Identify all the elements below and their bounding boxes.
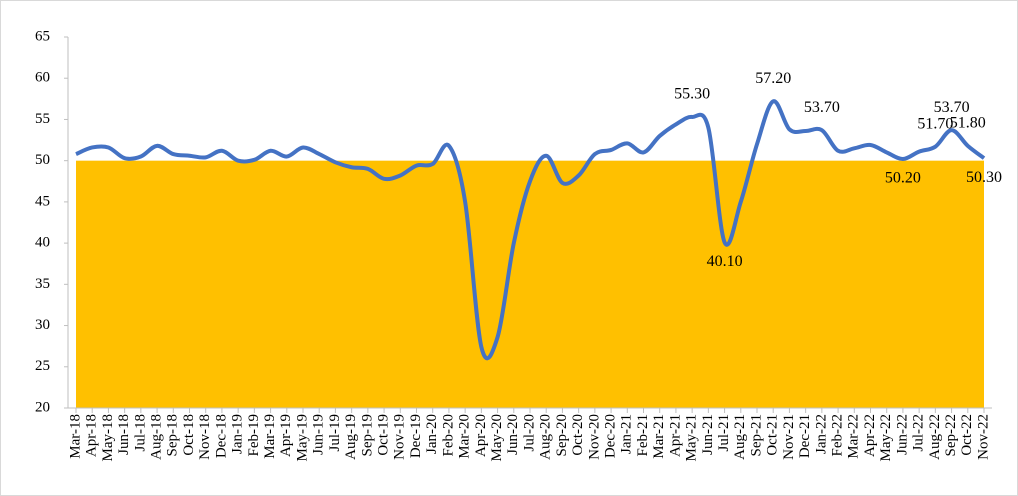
y-tick-label: 30 <box>35 317 50 333</box>
x-tick-label: Jan-22 <box>813 414 829 454</box>
x-tick-label: Jun-18 <box>116 414 132 455</box>
x-tick-label: Sep-20 <box>554 414 570 457</box>
x-tick-label: Sep-18 <box>165 414 181 457</box>
value-label: 53.70 <box>934 99 970 116</box>
x-tick-label: Dec-18 <box>213 414 229 458</box>
y-tick-label: 20 <box>35 399 50 415</box>
x-tick-label: Dec-20 <box>603 414 619 458</box>
y-tick-label: 50 <box>35 152 50 168</box>
x-tick-label: Jan-19 <box>230 414 246 454</box>
value-label: 53.70 <box>804 99 840 116</box>
x-tick-label: Mar-20 <box>457 414 473 459</box>
x-tick-label: Apr-21 <box>667 414 683 457</box>
x-tick-label: Jul-21 <box>716 414 732 452</box>
x-tick-label: May-18 <box>100 414 116 462</box>
x-tick-label: Aug-22 <box>927 414 943 460</box>
x-tick-label: Apr-19 <box>278 414 294 457</box>
x-tick-label: Mar-21 <box>651 414 667 459</box>
x-tick-label: May-22 <box>878 414 894 462</box>
x-tick-label: Sep-22 <box>943 414 959 457</box>
x-tick-label: May-20 <box>489 414 505 462</box>
x-tick-label: Nov-18 <box>197 414 213 460</box>
x-tick-label: Aug-18 <box>149 414 165 460</box>
x-tick-label: May-19 <box>294 414 310 462</box>
x-tick-label: Dec-19 <box>408 414 424 458</box>
value-label: 55.30 <box>674 86 710 103</box>
y-tick-label: 65 <box>35 28 50 44</box>
x-tick-label: Oct-20 <box>570 414 586 456</box>
x-tick-label: Jun-19 <box>311 414 327 455</box>
x-tick-label: Mar-22 <box>846 414 862 459</box>
x-tick-label: Jul-20 <box>521 414 537 452</box>
x-tick-label: Sep-21 <box>748 414 764 457</box>
x-tick-label: Jun-21 <box>700 414 716 455</box>
x-tick-label: Oct-19 <box>376 414 392 456</box>
y-tick-label: 60 <box>35 70 50 86</box>
x-tick-label: Feb-20 <box>440 414 456 457</box>
value-label: 51.70 <box>917 115 953 132</box>
series-line <box>75 99 986 361</box>
x-tick-label: Oct-21 <box>765 414 781 456</box>
x-tick-label: Jan-21 <box>619 414 635 454</box>
x-tick-label: Aug-19 <box>343 414 359 460</box>
threshold-area <box>76 160 984 408</box>
x-tick-label: Jun-22 <box>894 414 910 455</box>
x-tick-label: Apr-18 <box>84 414 100 457</box>
x-tick-label: Jul-18 <box>132 414 148 452</box>
x-tick-label: Nov-19 <box>392 414 408 460</box>
value-label: 57.20 <box>755 70 791 87</box>
x-tick-label: Nov-20 <box>586 414 602 460</box>
y-tick-label: 25 <box>35 358 50 374</box>
value-label: 50.20 <box>885 170 921 187</box>
x-tick-label: Jul-22 <box>911 414 927 452</box>
x-tick-label: Sep-19 <box>359 414 375 457</box>
x-tick-label: Feb-22 <box>830 414 846 457</box>
y-tick-label: 35 <box>35 276 50 292</box>
x-tick-label: May-21 <box>684 414 700 462</box>
value-label: 40.10 <box>707 253 743 270</box>
y-tick-label: 40 <box>35 235 50 251</box>
x-tick-label: Feb-19 <box>246 414 262 457</box>
x-tick-label: Jan-20 <box>424 414 440 454</box>
x-tick-label: Jun-20 <box>505 414 521 455</box>
x-tick-label: Apr-22 <box>862 414 878 457</box>
x-tick-label: Mar-18 <box>67 414 83 459</box>
x-tick-label: Feb-21 <box>635 414 651 457</box>
y-tick-label: 45 <box>35 193 50 209</box>
value-label: 51.80 <box>950 114 986 131</box>
value-label: 50.30 <box>966 169 1002 186</box>
x-tick-label: Aug-20 <box>538 414 554 460</box>
x-tick-label: Oct-18 <box>181 414 197 456</box>
x-tick-label: Nov-21 <box>781 414 797 460</box>
x-tick-label: Nov-22 <box>975 414 991 460</box>
y-tick-label: 55 <box>35 111 50 127</box>
x-tick-label: Apr-20 <box>473 414 489 457</box>
x-tick-label: Aug-21 <box>732 414 748 460</box>
x-tick-label: Jul-19 <box>327 414 343 452</box>
x-tick-label: Dec-21 <box>797 414 813 458</box>
x-tick-label: Oct-22 <box>959 414 975 456</box>
x-tick-label: Mar-19 <box>262 414 278 459</box>
